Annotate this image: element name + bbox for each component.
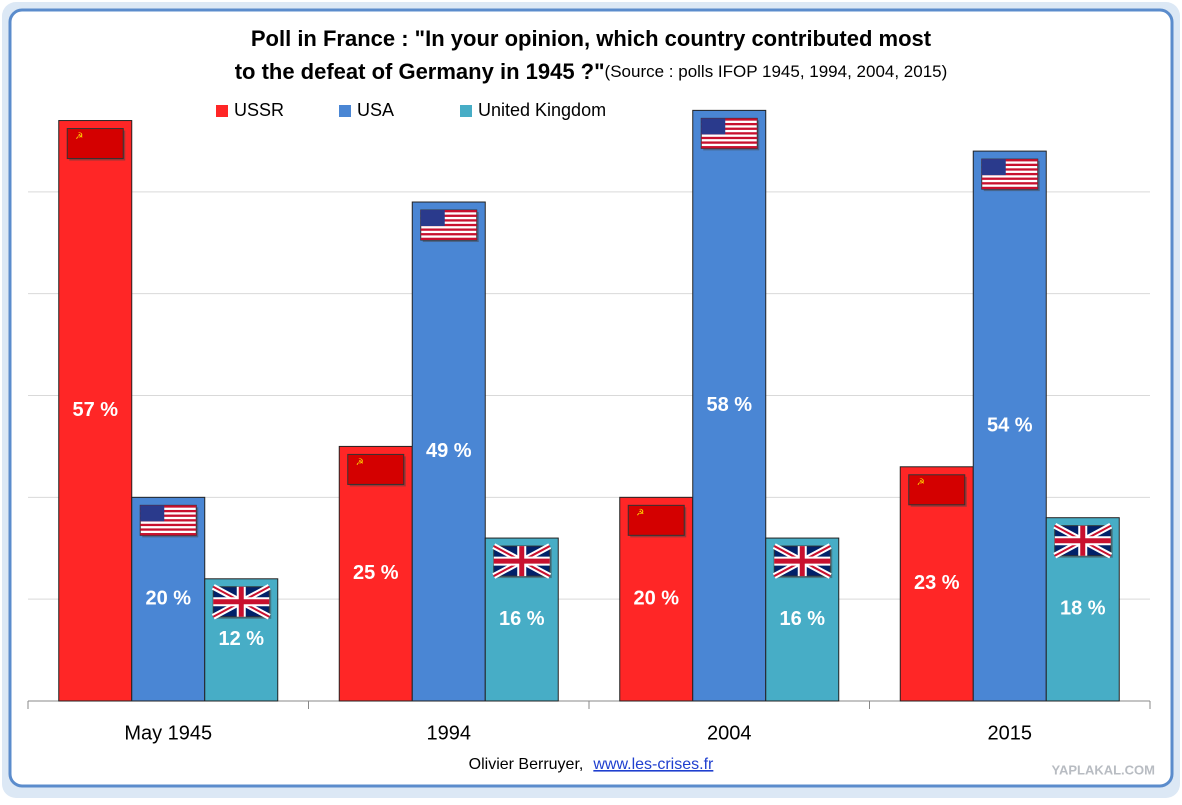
legend-swatch: [339, 105, 351, 117]
flag-stripe: [701, 132, 758, 135]
value-label: 23 %: [914, 572, 960, 594]
bar: [338, 445, 413, 702]
flag-emblem: ☭: [636, 508, 644, 518]
flag-cross-red: [493, 546, 550, 577]
flag-canton: [701, 118, 726, 135]
bar: [692, 109, 767, 702]
flag-stripe: [140, 514, 197, 517]
flag: ☭: [347, 453, 406, 487]
bar: [411, 201, 486, 702]
flag-stripe: [981, 177, 1038, 180]
legend-label: USA: [357, 100, 394, 120]
chart-title: Poll in France : "In your opinion, which…: [251, 26, 932, 51]
flag-cross-red: [774, 546, 831, 577]
flag-field: [66, 128, 124, 160]
value-label: 16 %: [499, 608, 545, 630]
flag-canton: [140, 505, 165, 522]
flag: [420, 209, 479, 243]
value-label: 20 %: [145, 587, 191, 609]
flag-stripe: [981, 186, 1038, 190]
flag-cross-red: [1054, 525, 1111, 556]
flag-stripe: [981, 163, 1038, 167]
flag: [700, 117, 760, 151]
flag-canton: [981, 159, 1006, 176]
chart-title: to the defeat of Germany in 1945 ?": [235, 59, 605, 84]
flag-emblem: ☭: [917, 477, 925, 487]
flag-stripe: [981, 172, 1038, 176]
value-label: 16 %: [779, 608, 825, 630]
flag-stripe: [420, 233, 477, 236]
flag-stripe: [140, 509, 197, 513]
flag: [1053, 523, 1113, 559]
flag-stripe: [140, 528, 197, 531]
x-tick-label: 2004: [707, 722, 752, 744]
flag-stripe: [140, 505, 197, 508]
value-label: 54 %: [987, 414, 1033, 436]
flag-stripe: [701, 141, 758, 144]
flag-stripe: [981, 159, 1038, 162]
flag-emblem: ☭: [356, 457, 364, 467]
chart-subtitle: (Source : polls IFOP 1945, 1994, 2004, 2…: [605, 62, 948, 81]
flag-cross-red: [213, 586, 270, 617]
value-label: 49 %: [426, 440, 472, 462]
flag-stripe: [701, 127, 758, 130]
flag: ☭: [908, 474, 967, 507]
legend-label: United Kingdom: [478, 100, 606, 120]
flag: [139, 504, 199, 538]
chart-title-line: to the defeat of Germany in 1945 ?"(Sour…: [235, 59, 948, 84]
flag-stripe: [140, 519, 197, 522]
flag: [211, 584, 272, 620]
value-label: 58 %: [706, 394, 752, 416]
frame: [8, 8, 1174, 788]
flag-stripe: [981, 168, 1038, 171]
flag-stripe: [420, 219, 477, 222]
x-tick-label: 1994: [427, 722, 472, 744]
flag-canton: [420, 210, 445, 227]
flag-stripe: [420, 237, 477, 241]
footer-author: Olivier Berruyer,: [469, 756, 584, 773]
flag: [981, 158, 1040, 192]
flag-stripe: [420, 223, 477, 227]
footer-link[interactable]: www.les-crises.fr: [592, 756, 714, 773]
flag-emblem: ☭: [75, 131, 83, 141]
x-tick-label: 2015: [988, 722, 1033, 744]
value-label: 57 %: [72, 399, 118, 421]
value-label: 20 %: [633, 587, 679, 609]
flag-stripe: [701, 118, 758, 121]
flag-stripe: [701, 136, 758, 140]
flag-stripe: [981, 182, 1038, 185]
flag-stripe: [140, 523, 197, 527]
flag-stripe: [140, 533, 197, 536]
flag: [772, 543, 833, 579]
flag-field: [347, 453, 405, 485]
flag: [492, 543, 552, 579]
flag: ☭: [66, 128, 126, 161]
flag-stripe: [420, 214, 477, 217]
watermark: YAPLAKAL.COM: [1051, 762, 1155, 777]
flag-stripe: [420, 228, 477, 231]
value-label: 18 %: [1060, 598, 1106, 620]
x-tick-label: May 1945: [124, 722, 212, 744]
flag-stripe: [420, 210, 477, 213]
value-label: 25 %: [353, 562, 399, 584]
legend-swatch: [460, 105, 472, 117]
flag-field: [908, 474, 966, 506]
legend-label: USSR: [234, 100, 284, 120]
flag-field: [627, 504, 685, 536]
flag: ☭: [627, 504, 687, 538]
bar: [58, 120, 133, 702]
flag-stripe: [701, 122, 758, 126]
footer: Olivier Berruyer, www.les-crises.fr: [469, 756, 714, 773]
value-label: 12 %: [218, 628, 264, 650]
bar: [972, 150, 1047, 702]
flag-stripe: [701, 146, 758, 149]
legend-swatch: [216, 105, 228, 117]
